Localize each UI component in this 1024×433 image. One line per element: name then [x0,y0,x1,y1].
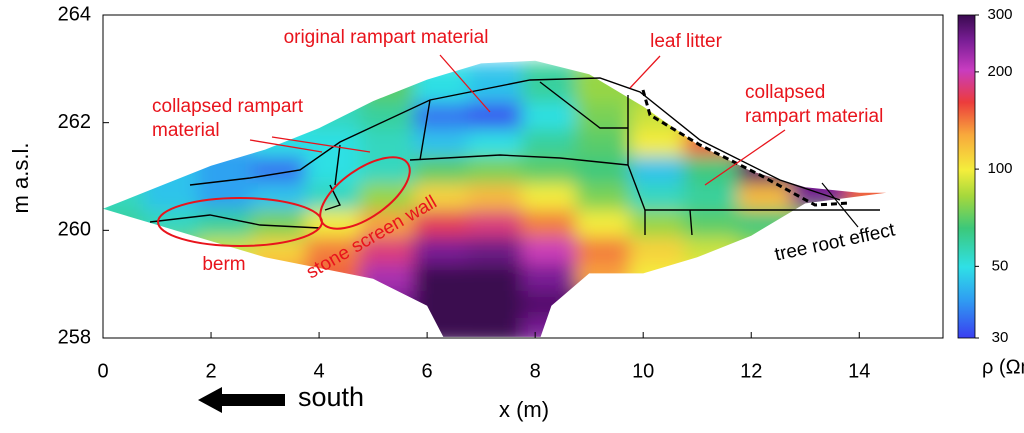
x-axis-label: x (m) [499,397,549,422]
x-tick-label: 6 [422,360,433,382]
annotation: tree root effect [773,219,898,265]
colorbar [957,14,976,339]
y-tick-label: 264 [58,3,91,25]
x-tick-label: 14 [848,360,870,382]
y-tick-label: 260 [58,219,91,241]
resistivity-cell [845,169,927,211]
resistivity-cell [737,142,819,184]
colorbar-tick-label: 50 [992,257,1009,274]
annotation: berm [202,254,245,275]
colorbar-label: ρ (Ωm) [982,356,1024,378]
y-tick-label: 262 [58,111,91,133]
x-tick-label: 0 [97,360,108,382]
plot-frame [102,14,944,339]
interpretation-lines [149,77,880,236]
annotation: collapsed rampart [152,96,304,117]
annotation: original rampart material [284,27,489,48]
colorbar-tick-label: 200 [987,63,1012,80]
x-tick-label: 2 [205,360,216,382]
annotation-lines [157,54,786,247]
colorbar-tick-label: 30 [992,329,1009,346]
direction-label: south [298,382,364,412]
annotation: leaf litter [650,31,722,52]
annotation-line [821,182,859,228]
colorbar-tick-label: 100 [987,160,1012,177]
y-axis-label: m a.s.l. [8,143,33,214]
x-tick-label: 12 [740,360,762,382]
x-tick-label: 8 [530,360,541,382]
resistivity-cell [359,304,441,337]
x-tick-label: 4 [314,360,325,382]
resistivity-cell [629,89,711,130]
y-tick-label: 258 [58,326,91,348]
annotation: collapsed [745,82,825,103]
annotation: rampart material [745,106,883,127]
colorbar-tick-label: 300 [987,6,1012,23]
direction-arrow [198,387,285,413]
dashed-boundary [641,89,851,207]
x-tick-label: 10 [632,360,654,382]
annotation: material [152,120,220,141]
